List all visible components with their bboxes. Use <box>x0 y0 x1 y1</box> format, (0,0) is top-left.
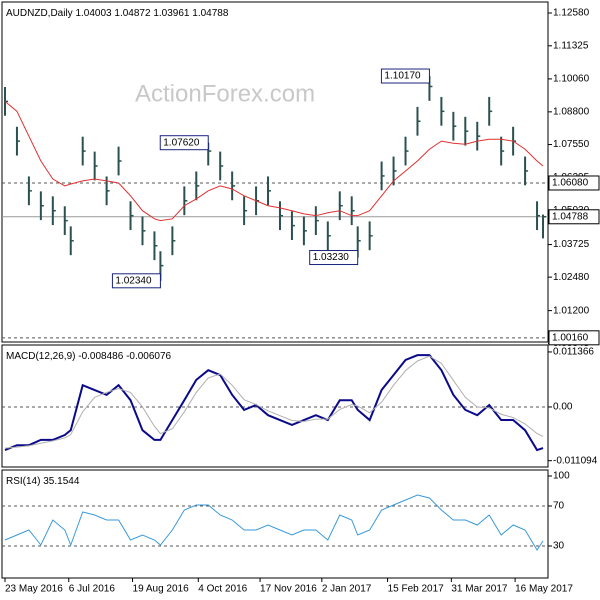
series-line <box>4 355 544 449</box>
header-value: 35.1544 <box>43 476 80 487</box>
pane-frame <box>1 1 549 343</box>
header-value: 1.04003 <box>75 8 112 19</box>
pane-header: RSI(14) 35.1544 <box>6 476 80 487</box>
pane-title: RSI(14) <box>6 476 40 487</box>
annotation-label: 1.03230 <box>313 252 350 263</box>
x-tick-label: 31 Mar 2017 <box>451 584 508 595</box>
y-tick-label: 1.07550 <box>553 139 590 150</box>
x-tick-label: 19 Aug 2016 <box>133 584 190 595</box>
y-tick-label: 1.11325 <box>553 40 589 51</box>
annotation-box <box>111 273 161 289</box>
y-tick-label: 1.01200 <box>553 305 590 316</box>
y-tick-label: -0.011094 <box>553 455 598 466</box>
price-label-box <box>548 175 600 191</box>
annotation-box <box>159 135 209 151</box>
x-tick-label: 4 Oct 2016 <box>198 584 247 595</box>
header-value: -0.008486 <box>78 351 123 362</box>
pane-title: AUDNZD,Daily <box>6 8 73 19</box>
series-line <box>4 494 544 551</box>
y-tick-label: 1.03725 <box>553 239 590 250</box>
x-tick-label: 2 Jan 2017 <box>322 584 372 595</box>
y-tick-label: 0.00 <box>553 402 573 413</box>
y-tick-label: 1.10060 <box>553 74 590 85</box>
pane-frame <box>1 469 549 579</box>
y-tick-label: 1.08800 <box>553 106 590 117</box>
price-label: 1.06080 <box>552 178 589 189</box>
x-tick-label: 17 Nov 2016 <box>260 584 317 595</box>
pane-header: MACD(12,26,9) -0.008486 -0.006076 <box>6 351 172 362</box>
pane-header: AUDNZD,Daily 1.04003 1.04872 1.03961 1.0… <box>6 8 229 19</box>
y-tick-label: 1.12580 <box>553 8 590 19</box>
y-tick-label: 70 <box>553 501 565 512</box>
x-tick-label: 16 May 2017 <box>515 584 573 595</box>
series-line <box>4 354 544 452</box>
y-tick-label: 30 <box>553 541 565 552</box>
annotation-label: 1.10170 <box>384 71 421 82</box>
pane-frame <box>1 344 549 468</box>
header-value: 1.04872 <box>114 8 151 19</box>
x-tick-label: 23 May 2016 <box>5 584 63 595</box>
x-tick-label: 15 Feb 2017 <box>388 584 445 595</box>
price-label: 1.04788 <box>552 211 589 222</box>
pane-title: MACD(12,26,9) <box>6 351 75 362</box>
annotation-box <box>309 250 359 266</box>
annotation-box <box>380 68 430 84</box>
price-label-box <box>548 330 600 346</box>
header-value: -0.006076 <box>126 351 171 362</box>
moving-average <box>4 101 544 222</box>
y-tick-label: 1.02480 <box>553 272 590 283</box>
annotation-label: 1.02340 <box>115 275 152 286</box>
y-tick-label: 100 <box>553 471 570 482</box>
annotation-label: 1.07620 <box>163 137 200 148</box>
price-label-box <box>548 209 600 225</box>
x-tick-label: 6 Jul 2016 <box>69 584 116 595</box>
watermark: ActionForex.com <box>135 80 315 107</box>
header-value: 1.03961 <box>153 8 190 19</box>
y-tick-label: 0.011366 <box>553 347 594 358</box>
price-label: 1.00160 <box>552 332 589 343</box>
header-value: 1.04788 <box>192 8 229 19</box>
